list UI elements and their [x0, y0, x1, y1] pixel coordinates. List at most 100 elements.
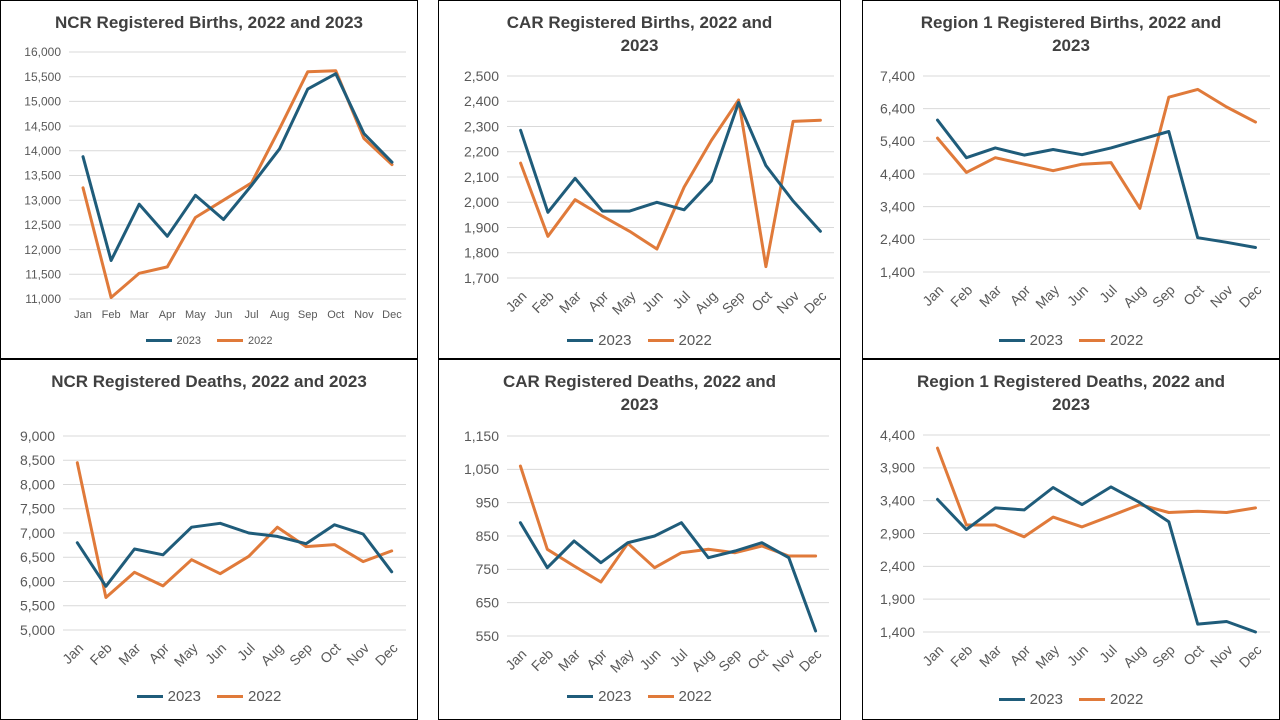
y-tick-label: 9,000	[20, 428, 55, 444]
chart-svg: 11,000 11,500 12,000 12,500 13,000 13,500 14,0…	[24, 45, 406, 321]
x-tick-label: Apr	[583, 646, 610, 673]
legend-label: 2023	[176, 334, 201, 347]
x-tick-label: Jul	[1096, 282, 1120, 306]
chart-svg: 1,400 2,400 3,400 4,400 5,400 6,400 7,400 Jan Fe…	[880, 68, 1270, 312]
y-tick-label: 2,400	[880, 231, 915, 247]
x-tick-label: Jun	[636, 646, 663, 673]
y-tick-label: 8,000	[20, 476, 55, 492]
series-line-2023	[936, 118, 1257, 249]
x-tick-label: Dec	[796, 646, 825, 675]
y-tick-label: 6,000	[20, 573, 55, 589]
x-tick-label: Apr	[1007, 642, 1034, 669]
chart-title: NCR Registered Births, 2022 and 2023	[54, 13, 363, 32]
legend-label: 2022	[1110, 332, 1144, 349]
x-tick-label: Dec	[1236, 642, 1265, 671]
legend-item: 2022	[647, 688, 712, 705]
series-line-2023	[81, 72, 394, 262]
y-tick-label: 2,400	[464, 93, 499, 109]
y-tick-label: 950	[476, 495, 500, 511]
x-tick-label: Oct	[748, 288, 775, 315]
x-tick-label: Oct	[327, 309, 344, 321]
x-tick-label: Mar	[976, 282, 1005, 311]
legend-item: 2022	[1079, 332, 1143, 349]
x-tick-label: Sep	[715, 646, 744, 675]
y-tick-label: 11,500	[25, 268, 61, 282]
chart-panel-ncr-deaths: NCR Registered Deaths, 2022 and 2023 5,00…	[0, 359, 418, 720]
x-tick-label: Feb	[529, 288, 558, 317]
x-tick-label: May	[171, 640, 201, 670]
y-tick-label: 14,500	[24, 119, 61, 133]
x-tick-label: Jan	[59, 640, 86, 667]
series-line-2023	[518, 521, 818, 633]
chart-title: Region 1 Registered Births, 2022 and 202…	[920, 13, 1222, 55]
x-tick-label: Jul	[1096, 642, 1120, 666]
x-tick-label: Nov	[769, 646, 798, 675]
series-line-2023	[519, 101, 822, 233]
x-tick-label: Aug	[691, 288, 720, 317]
y-tick-label: 550	[476, 628, 500, 644]
x-tick-label: Jan	[502, 646, 529, 673]
y-tick-label: 850	[476, 528, 500, 544]
x-tick-label: Dec	[1236, 282, 1265, 311]
x-tick-label: Jan	[74, 309, 92, 321]
legend-label: 2023	[1029, 691, 1063, 708]
legend-label: 2023	[167, 688, 201, 705]
x-tick-label: Jul	[234, 640, 258, 664]
chart-title: CAR Registered Deaths, 2022 and 2023	[502, 372, 777, 414]
legend-item: 2023	[998, 332, 1063, 349]
y-tick-label: 1,900	[880, 591, 915, 607]
y-tick-label: 2,000	[464, 194, 499, 210]
y-tick-label: 7,400	[880, 68, 915, 84]
y-tick-label: 2,200	[464, 144, 499, 160]
y-tick-label: 12,000	[24, 243, 61, 257]
y-tick-label: 650	[476, 595, 500, 611]
x-tick-label: Jun	[1064, 642, 1091, 669]
legend-swatch	[145, 339, 172, 342]
chart-panel-region1-births: Region 1 Registered Births, 2022 and 202…	[862, 0, 1280, 359]
chart-svg: 1,700 1,800 1,900 2,000 2,100 2,200 2,300 2,400…	[464, 68, 834, 318]
x-tick-label: Mar	[555, 646, 584, 675]
x-tick-label: Apr	[159, 309, 176, 321]
y-tick-label: 11,000	[25, 292, 61, 306]
legend-swatch	[217, 339, 243, 342]
y-tick-label: 5,000	[20, 622, 55, 638]
chart-panel-car-births: CAR Registered Births, 2022 and 2023 1,70…	[438, 0, 841, 359]
x-tick-label: Sep	[286, 640, 315, 669]
x-tick-label: Mar	[556, 288, 585, 317]
y-tick-label: 5,400	[880, 133, 915, 149]
legend-item: 2023	[136, 688, 201, 705]
legend-label: 2023	[598, 688, 632, 705]
x-tick-label: Feb	[947, 282, 976, 311]
x-tick-label: Feb	[947, 642, 976, 671]
x-tick-label: Nov	[1207, 642, 1236, 671]
x-tick-label: Oct	[1180, 282, 1207, 309]
x-tick-label: Dec	[382, 309, 402, 321]
x-tick-label: Sep	[1149, 642, 1178, 671]
legend-item: 2023	[998, 691, 1063, 708]
legend-item: 2022	[217, 688, 281, 705]
chart-legend: 2023 2022	[1, 333, 417, 347]
x-tick-label: Nov	[1207, 282, 1236, 311]
chart-title: CAR Registered Births, 2022 and 2023	[506, 13, 773, 55]
series-line-2022	[519, 98, 822, 269]
x-tick-label: Feb	[87, 640, 116, 669]
legend-item: 2023	[567, 332, 632, 349]
legend-swatch	[567, 695, 594, 698]
y-tick-label: 6,500	[20, 549, 55, 565]
x-tick-label: Mar	[976, 642, 1005, 671]
y-tick-label: 2,900	[880, 525, 915, 541]
y-tick-label: 4,400	[880, 166, 915, 182]
x-tick-label: Apr	[1007, 282, 1034, 309]
x-tick-label: Nov	[354, 309, 374, 321]
legend-swatch	[647, 339, 674, 342]
legend-swatch	[217, 695, 243, 698]
y-tick-label: 7,500	[20, 501, 55, 517]
y-tick-label: 2,500	[464, 68, 499, 84]
x-tick-label: Dec	[372, 640, 401, 669]
x-tick-label: Aug	[1120, 642, 1149, 671]
legend-label: 2023	[1029, 332, 1063, 349]
series-line-2022	[936, 87, 1257, 210]
legend-label: 2022	[248, 688, 282, 705]
chart-legend: 2023 2022	[439, 329, 840, 349]
